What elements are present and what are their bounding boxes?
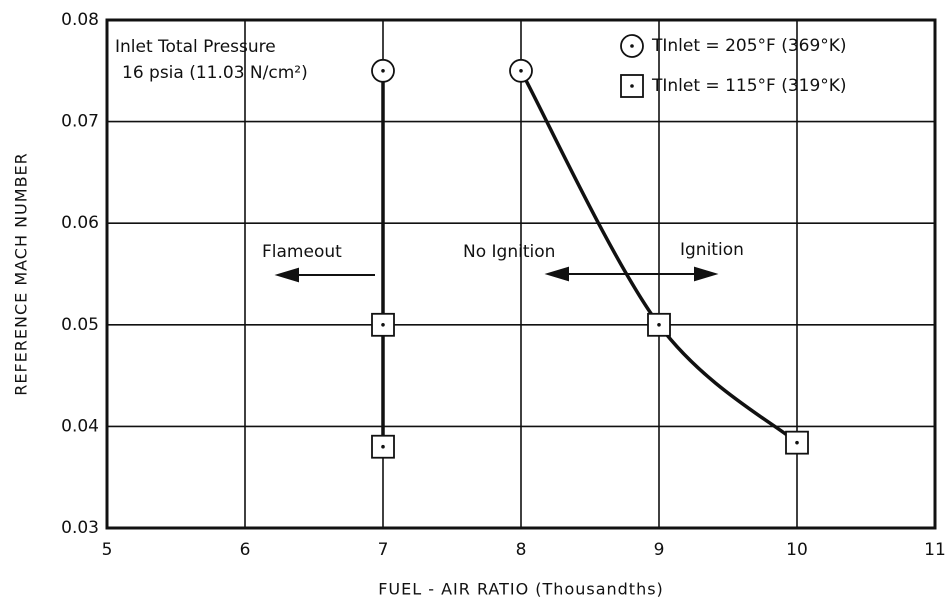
annotation: Ignition: [680, 240, 744, 260]
y-tick-label: 0.08: [61, 10, 99, 30]
marker-dot: [657, 323, 661, 327]
marker: [371, 312, 395, 337]
x-tick-label: 9: [654, 540, 665, 560]
plot-frame: [105, 18, 937, 530]
legend-label: TInlet = 205°F (369°K): [651, 36, 847, 56]
marker-dot: [630, 44, 634, 48]
x-tick-label: 10: [786, 540, 808, 560]
marker-dot: [381, 323, 385, 327]
marker-dot: [630, 84, 634, 88]
y-tick-label: 0.05: [61, 315, 99, 335]
marker: [509, 58, 533, 83]
x-tick-label: 11: [924, 540, 946, 560]
marker: [647, 312, 671, 337]
legend-label: TInlet = 115°F (319°K): [651, 76, 847, 96]
arrows: [274, 266, 719, 283]
annotation: Inlet Total Pressure: [115, 37, 276, 57]
annotation: Flameout: [262, 242, 342, 262]
y-tick-label: 0.06: [61, 213, 99, 233]
marker: [785, 430, 809, 455]
marker-dot: [381, 444, 385, 449]
marker-dot: [519, 69, 523, 73]
arrow-head: [694, 266, 719, 282]
annotation: No Ignition: [463, 242, 555, 262]
arrow-head: [274, 267, 299, 283]
x-tick-label: 6: [240, 540, 251, 560]
legend-marker: [620, 74, 644, 98]
annotation: 16 psia (11.03 N/cm²): [122, 63, 308, 83]
marker-dot: [795, 440, 799, 445]
legend-marker: [620, 34, 644, 58]
y-tick-label: 0.04: [61, 416, 99, 436]
x-tick-label: 7: [378, 540, 389, 560]
x-tick-label: 8: [516, 540, 527, 560]
arrow-head: [544, 266, 569, 282]
marker: [371, 58, 395, 83]
x-axis-title: FUEL - AIR RATIO (Thousandths): [378, 580, 664, 599]
marker: [371, 434, 395, 459]
marker-dot: [381, 69, 385, 73]
x-tick-label: 5: [102, 540, 113, 560]
y-tick-label: 0.07: [61, 112, 99, 132]
y-axis-title: REFERENCE MACH NUMBER: [12, 152, 31, 396]
y-tick-label: 0.03: [61, 518, 99, 538]
